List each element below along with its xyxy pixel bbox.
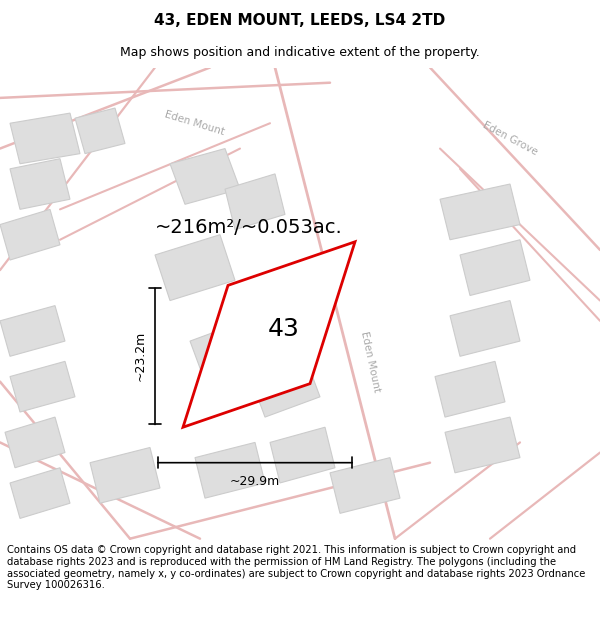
Polygon shape	[270, 428, 335, 483]
Polygon shape	[330, 458, 400, 513]
Polygon shape	[450, 301, 520, 356]
Polygon shape	[230, 270, 305, 331]
Polygon shape	[75, 108, 125, 154]
Text: ~216m²/~0.053ac.: ~216m²/~0.053ac.	[155, 218, 343, 237]
Polygon shape	[250, 356, 320, 417]
Polygon shape	[190, 321, 260, 382]
Polygon shape	[0, 306, 65, 356]
Text: Contains OS data © Crown copyright and database right 2021. This information is : Contains OS data © Crown copyright and d…	[7, 546, 586, 590]
Polygon shape	[225, 174, 285, 229]
Text: Eden Mount: Eden Mount	[359, 330, 382, 392]
Polygon shape	[460, 240, 530, 296]
Polygon shape	[440, 184, 520, 240]
Polygon shape	[435, 361, 505, 417]
Polygon shape	[10, 468, 70, 518]
Polygon shape	[90, 448, 160, 503]
Polygon shape	[0, 209, 60, 260]
Polygon shape	[10, 361, 75, 412]
Polygon shape	[183, 242, 355, 428]
Polygon shape	[5, 417, 65, 468]
Text: 43, EDEN MOUNT, LEEDS, LS4 2TD: 43, EDEN MOUNT, LEEDS, LS4 2TD	[154, 12, 446, 28]
Polygon shape	[10, 113, 80, 164]
Text: Map shows position and indicative extent of the property.: Map shows position and indicative extent…	[120, 46, 480, 59]
Polygon shape	[445, 417, 520, 473]
Text: Eden Grove: Eden Grove	[481, 120, 539, 157]
Polygon shape	[10, 159, 70, 209]
Text: ~23.2m: ~23.2m	[134, 331, 147, 381]
Polygon shape	[195, 442, 265, 498]
Text: ~29.9m: ~29.9m	[230, 475, 280, 488]
Polygon shape	[170, 149, 240, 204]
Text: 43: 43	[268, 318, 300, 341]
Polygon shape	[155, 235, 235, 301]
Text: Eden Mount: Eden Mount	[164, 109, 226, 137]
